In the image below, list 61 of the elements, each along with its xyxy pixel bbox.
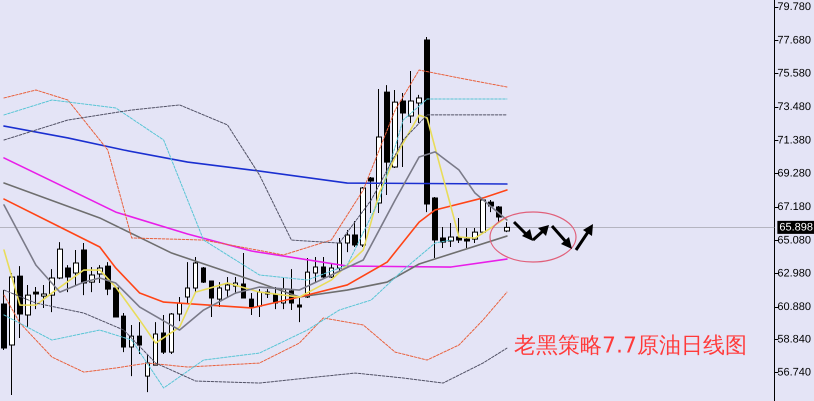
- line-series: [3, 114, 508, 344]
- candlestick: [384, 84, 390, 196]
- y-tick-label: 75.580: [777, 68, 812, 80]
- candlestick: [257, 288, 262, 318]
- line-series: [3, 125, 508, 185]
- line-series: [3, 104, 508, 244]
- y-tick-label: 69.280: [777, 168, 812, 180]
- candlestick: [352, 220, 358, 248]
- candlestick: [201, 266, 206, 284]
- candlestick: [440, 226, 446, 248]
- y-tick-label: 65.080: [777, 234, 812, 246]
- y-tick-label: 67.180: [777, 201, 812, 214]
- y-tick-label: 79.780: [777, 0, 812, 13]
- y-tick-label: 58.840: [777, 333, 812, 346]
- y-tick-label: 60.880: [777, 301, 812, 314]
- candlestick: [185, 262, 190, 304]
- candlestick: [416, 94, 422, 124]
- candlestick: [113, 286, 119, 318]
- candlestick: [321, 256, 326, 278]
- candlestick: [297, 297, 302, 323]
- y-tick-label: 77.680: [777, 34, 812, 46]
- candlestick: [456, 217, 462, 244]
- candlestick: [209, 280, 214, 318]
- y-tick-label: 73.480: [777, 100, 812, 113]
- candlestick: [161, 314, 166, 355]
- candlestick: [73, 250, 79, 286]
- candlestick: [217, 282, 222, 308]
- candlestick: [177, 296, 182, 322]
- candlestick: [464, 227, 470, 248]
- line-series: [3, 240, 452, 388]
- y-tick-label: 56.740: [777, 366, 812, 379]
- candlestick: [432, 196, 438, 258]
- candlestick: [408, 70, 414, 124]
- candlestick: [313, 256, 318, 283]
- candlestick: [81, 242, 87, 296]
- candlestick: [1, 290, 7, 351]
- candlestick: [41, 284, 47, 308]
- y-tick-label: 71.380: [777, 134, 812, 146]
- candlestick: [424, 36, 430, 213]
- candlestick: [249, 292, 254, 316]
- candlestick: [193, 256, 198, 294]
- candlestick: [400, 92, 406, 168]
- text: 老黑策略7.7原油日线图: [514, 334, 748, 358]
- line-series: [3, 70, 508, 256]
- candlestick: [57, 242, 63, 280]
- candlestick: [345, 230, 350, 253]
- line-series: [3, 98, 508, 281]
- candlestick: [448, 222, 454, 248]
- candlestick: [65, 264, 71, 293]
- candlestick: [504, 222, 510, 233]
- y-tick-label: 62.980: [777, 268, 812, 280]
- candlestick: [360, 186, 366, 248]
- candlestick: [137, 322, 142, 355]
- candlestick: [121, 312, 126, 353]
- candlestick: [368, 176, 374, 214]
- candlestick: [225, 276, 230, 298]
- ref-line-label: 65.898: [779, 221, 814, 234]
- line-series: [3, 157, 508, 268]
- candlestick: [33, 286, 39, 310]
- candlestick: [145, 354, 150, 393]
- line-series: [3, 151, 508, 331]
